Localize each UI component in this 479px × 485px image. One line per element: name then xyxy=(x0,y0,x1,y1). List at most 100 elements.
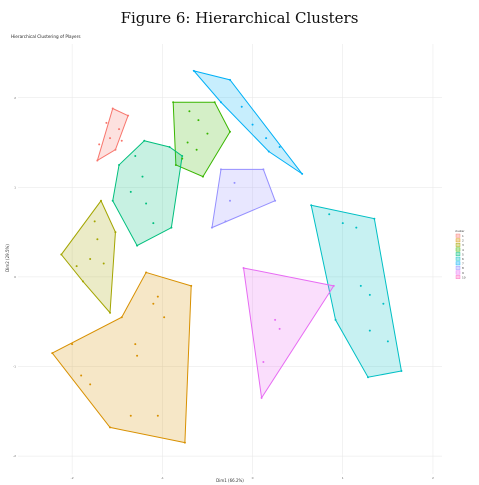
cluster-5-point xyxy=(129,190,132,193)
cluster-5-point xyxy=(141,175,144,178)
cluster-1-point xyxy=(111,107,114,110)
legend-key-1 xyxy=(455,233,461,238)
cluster-4-point xyxy=(181,157,184,160)
cluster-2-point xyxy=(71,343,74,346)
cluster-6-point xyxy=(368,293,371,296)
cluster-6-point xyxy=(355,226,358,229)
grid xyxy=(18,44,442,474)
cluster-2-point xyxy=(183,441,186,444)
cluster-3-point xyxy=(75,265,78,268)
cluster-5-point xyxy=(181,154,184,157)
cluster-2-point xyxy=(80,374,83,377)
y-tick-label: 1 xyxy=(14,185,16,189)
legend-label-1: 1 xyxy=(462,234,464,238)
cluster-2-point xyxy=(163,316,166,319)
cluster-1-point xyxy=(109,137,112,140)
legend-label-10: 10 xyxy=(462,275,466,279)
cluster-1-point xyxy=(105,121,108,124)
legend-title: cluster xyxy=(455,229,465,233)
legend-label-7: 7 xyxy=(462,262,464,266)
cluster-6-point xyxy=(328,213,331,216)
y-tick-label: -1 xyxy=(13,365,16,369)
cluster-4-point xyxy=(206,132,209,135)
cluster-7-hull xyxy=(192,70,303,175)
x-tick-label: 1 xyxy=(342,476,344,480)
legend-key-6 xyxy=(455,256,461,261)
cluster-9-point xyxy=(260,396,263,399)
cluster-6-point xyxy=(310,204,313,207)
cluster-1-point xyxy=(127,114,130,117)
cluster-1-point xyxy=(96,159,99,162)
legend-key-8 xyxy=(455,266,461,270)
cluster-7-point xyxy=(251,123,254,126)
cluster-7-point xyxy=(278,146,281,149)
cluster-5-hull xyxy=(112,140,183,247)
cluster-1-point xyxy=(120,139,123,142)
cluster-6-point xyxy=(400,369,403,372)
cluster-3-point xyxy=(81,280,84,283)
cluster-4-point xyxy=(229,130,231,133)
legend-key-4 xyxy=(455,247,461,252)
cluster-2-point xyxy=(156,295,159,298)
legend-key-9 xyxy=(455,270,461,275)
y-tick-label: 0 xyxy=(14,275,16,279)
cluster-2-point xyxy=(136,354,139,357)
cluster-2-point xyxy=(145,271,148,274)
x-tick-label: 2 xyxy=(432,476,434,480)
cluster-2-point xyxy=(109,426,112,429)
plot-title: Hierarchical Clustering of Players xyxy=(11,34,81,39)
legend-label-6: 6 xyxy=(462,257,464,261)
cluster-7-point xyxy=(265,137,268,140)
cluster-6-point xyxy=(382,302,385,305)
cluster-6-hull xyxy=(310,204,402,378)
legend-key-3 xyxy=(455,242,461,247)
cluster-5-point xyxy=(145,202,148,205)
y-tick-label: -2 xyxy=(13,454,16,458)
cluster-1-point xyxy=(114,148,117,151)
x-tick-label: 0 xyxy=(252,476,254,480)
y-axis-title: Dim2 (29.5%) xyxy=(5,244,10,272)
cluster-4-point xyxy=(188,110,191,113)
cluster-4-point xyxy=(197,119,200,122)
cluster-6-point xyxy=(359,284,362,287)
cluster-8-point xyxy=(210,226,213,229)
cluster-5-point xyxy=(168,146,171,149)
x-tick-label: -2 xyxy=(71,476,74,480)
cluster-5-point xyxy=(170,226,173,229)
cluster-5-point xyxy=(134,154,137,157)
cluster-6-point xyxy=(334,318,337,321)
cluster-2-point xyxy=(190,284,193,287)
cluster-2-point xyxy=(120,316,123,319)
cluster-3-point xyxy=(96,238,99,241)
cluster-2-point xyxy=(129,414,132,417)
plot-panel xyxy=(18,44,442,474)
cluster-5-point xyxy=(152,222,155,225)
legend-label-5: 5 xyxy=(462,252,464,256)
cluster-6-point xyxy=(368,329,371,332)
cluster-5-point xyxy=(111,199,114,202)
cluster-7-point xyxy=(219,101,222,104)
cluster-9-hull xyxy=(242,267,335,400)
legend-label-8: 8 xyxy=(462,266,464,270)
cluster-8-point xyxy=(229,199,231,202)
cluster-6-point xyxy=(341,222,344,225)
cluster-7-point xyxy=(229,78,231,81)
legend-label-4: 4 xyxy=(462,248,464,252)
cluster-4-point xyxy=(186,141,189,144)
x-axis-title: Dim1 (66.2%) xyxy=(216,478,244,483)
cluster-4-point xyxy=(174,163,177,166)
legend-label-9: 9 xyxy=(462,271,464,275)
x-tick-label: -1 xyxy=(161,476,164,480)
cluster-1-point xyxy=(98,143,101,146)
cluster-2-point xyxy=(89,383,92,386)
cluster-points xyxy=(51,69,403,444)
cluster-6-point xyxy=(367,376,370,379)
cluster-3-point xyxy=(99,199,102,202)
cluster-7-point xyxy=(267,150,270,153)
cluster-2-point xyxy=(51,352,54,355)
cluster-5-point xyxy=(136,244,139,247)
cluster-4-point xyxy=(195,148,198,151)
cluster-8-point xyxy=(233,181,236,184)
